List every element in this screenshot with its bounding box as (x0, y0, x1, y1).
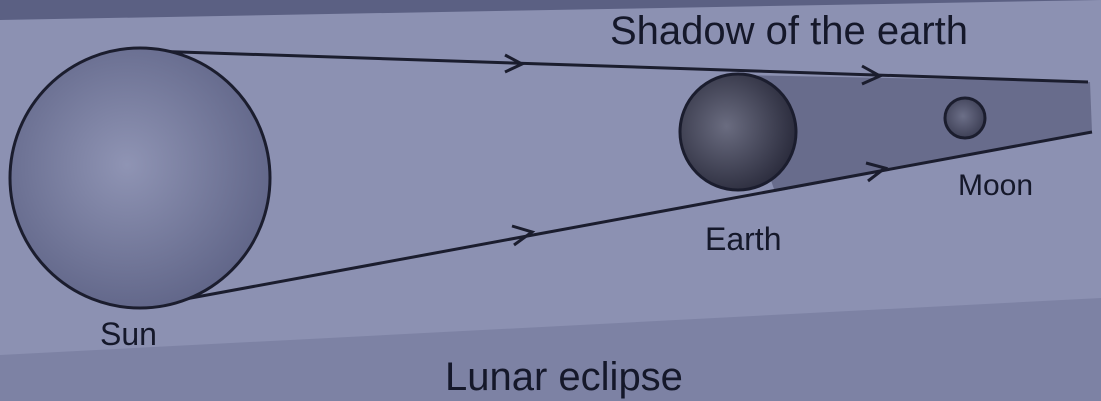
shadow-label: Shadow of the earth (610, 9, 968, 53)
sun-label: Sun (100, 316, 157, 352)
moon-label: Moon (958, 169, 1033, 202)
caption: Lunar eclipse (445, 355, 683, 399)
sun (10, 48, 270, 308)
earth (680, 74, 796, 190)
moon (945, 98, 985, 138)
earth-label: Earth (705, 221, 781, 257)
diagram: Shadow of the earth Sun Earth Moon Lunar… (0, 0, 1101, 401)
